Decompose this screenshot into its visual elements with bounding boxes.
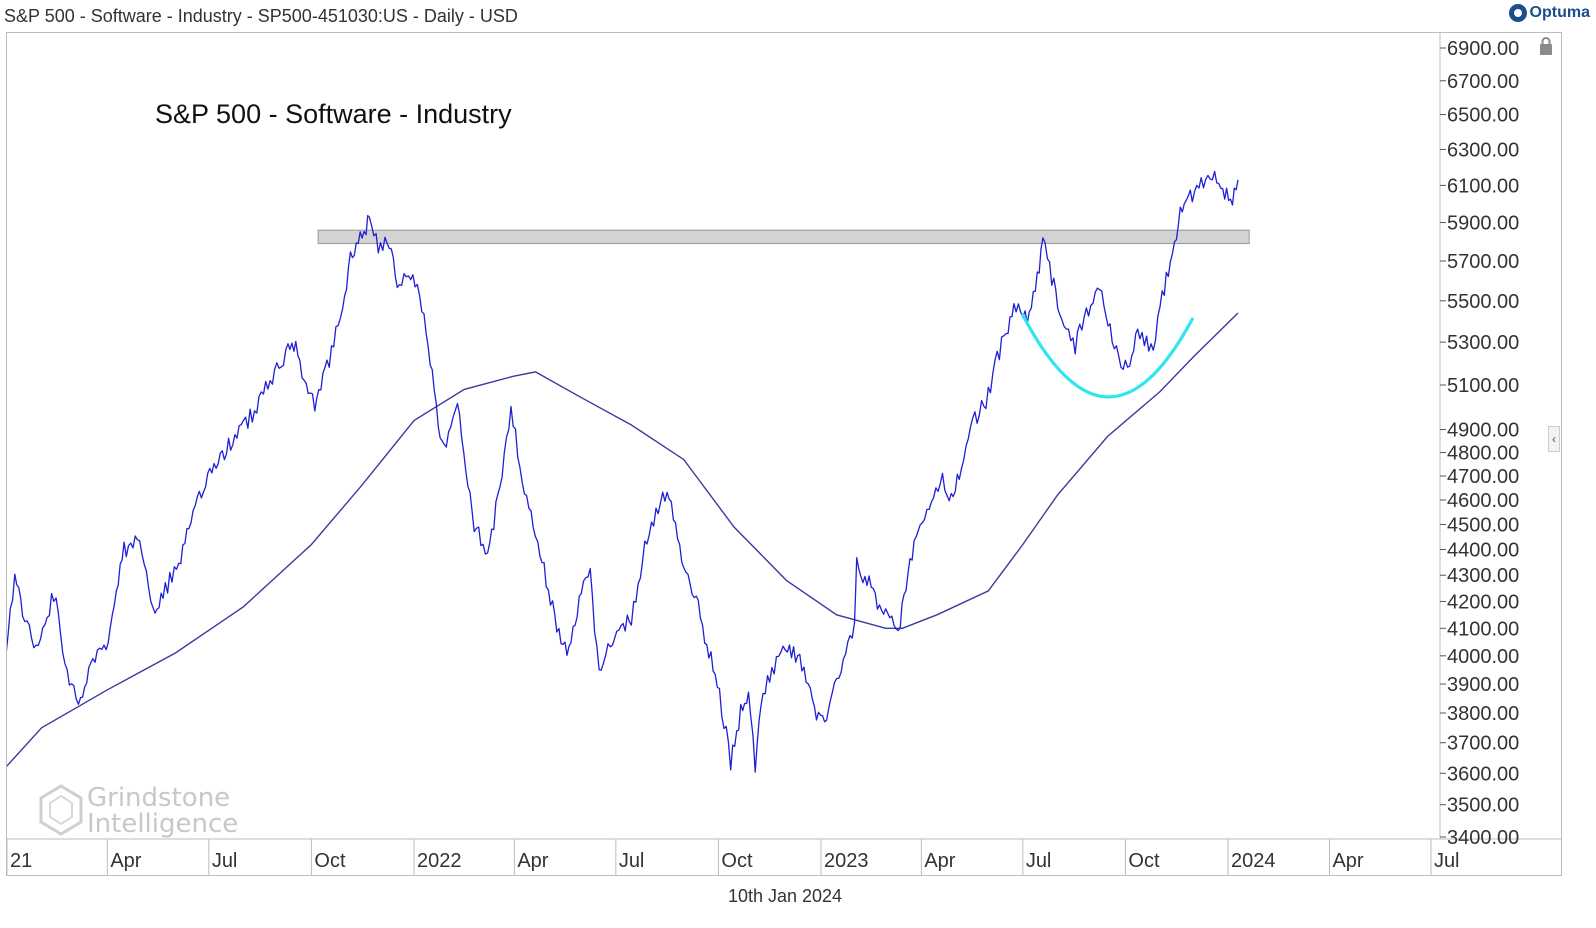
resistance-band (317, 229, 1250, 245)
x-tick-label: Oct (1128, 850, 1160, 872)
brand-name: Optuma (1529, 4, 1590, 21)
y-tick-label: 4300.00 (1447, 565, 1519, 587)
y-tick-label: 6100.00 (1447, 175, 1519, 197)
x-tick-label: Oct (721, 850, 753, 872)
x-tick-label: Apr (924, 850, 955, 872)
y-tick-label: 5100.00 (1447, 375, 1519, 397)
x-tick-label: Apr (1332, 850, 1363, 872)
price-chart[interactable]: S&P 500 - Software - Industry 6900.00 6700… (7, 33, 1561, 875)
x-tick-label: Apr (517, 850, 548, 872)
x-tick-label: 21 (10, 850, 32, 872)
x-tick-label: 2023 (824, 850, 869, 872)
moving-average-line (7, 312, 1239, 767)
lock-icon[interactable] (1538, 36, 1554, 56)
x-tick-label: Jul (1026, 850, 1052, 872)
x-tick-label: Jul (212, 850, 238, 872)
chart-header-title: S&P 500 - Software - Industry - SP500-45… (4, 6, 518, 26)
price-series-line (7, 170, 1239, 773)
y-tick-label: 6500.00 (1447, 105, 1519, 127)
y-tick-label: 5300.00 (1447, 332, 1519, 354)
cup-arc-annotation (1021, 313, 1194, 399)
y-tick-label: 4500.00 (1447, 515, 1519, 537)
y-tick-label: 6300.00 (1447, 139, 1519, 161)
x-tick-label: 2024 (1231, 850, 1276, 872)
x-tick-label: Jul (619, 850, 645, 872)
chart-frame[interactable]: S&P 500 - Software - Industry 6900.00 6700… (6, 32, 1562, 876)
y-tick-label: 3600.00 (1447, 763, 1519, 785)
y-tick-label: 3400.00 (1447, 827, 1519, 849)
y-tick-label: 3500.00 (1447, 795, 1519, 817)
x-tick-label: 2022 (417, 850, 462, 872)
y-tick-label: 3900.00 (1447, 674, 1519, 696)
chart-title: S&P 500 - Software - Industry (155, 99, 512, 129)
watermark-line-1: Grindstone (87, 783, 231, 813)
y-tick-label: 4200.00 (1447, 591, 1519, 613)
collapse-panel-icon[interactable]: ‹ (1548, 426, 1560, 452)
y-tick-label: 3700.00 (1447, 733, 1519, 755)
y-tick-label: 3800.00 (1447, 703, 1519, 725)
y-tick-label: 5700.00 (1447, 251, 1519, 273)
x-tick-label: Jul (1434, 850, 1460, 872)
y-tick-label: 4600.00 (1447, 490, 1519, 512)
optuma-logo-icon (1508, 4, 1527, 22)
watermark-line-2: Intelligence (87, 809, 239, 839)
y-tick-label: 4700.00 (1447, 466, 1519, 488)
y-tick-label: 5500.00 (1447, 291, 1519, 313)
watermark: Grindstone Intelligence (37, 783, 239, 843)
y-tick-label: 5900.00 (1447, 213, 1519, 235)
y-tick-label: 4800.00 (1447, 443, 1519, 465)
footer-date: 10th Jan 2024 (727, 886, 843, 906)
y-tick-label: 4100.00 (1447, 618, 1519, 640)
y-tick-label: 4900.00 (1447, 420, 1519, 442)
y-tick-label: 6900.00 (1447, 38, 1519, 60)
x-tick-label: Apr (110, 850, 141, 872)
y-tick-label: 4400.00 (1447, 540, 1519, 562)
brand-logo: Optuma (1508, 4, 1590, 22)
x-tick-label: Oct (314, 850, 346, 872)
y-tick-label: 4000.00 (1447, 646, 1519, 668)
y-tick-label: 6700.00 (1447, 71, 1519, 93)
watermark-hexagon-icon (39, 784, 83, 836)
